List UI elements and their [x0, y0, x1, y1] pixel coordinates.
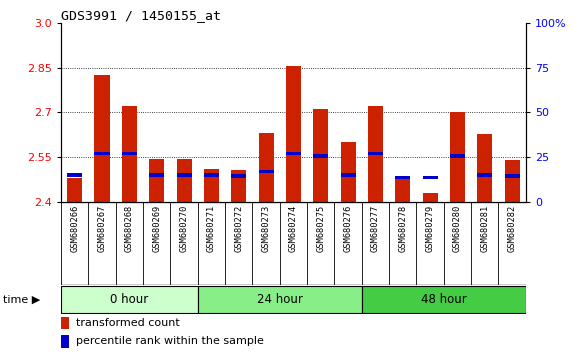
Bar: [368, 152, 383, 155]
Bar: [61, 286, 198, 313]
Bar: [362, 286, 526, 313]
Bar: [477, 134, 492, 202]
Bar: [95, 152, 110, 155]
Text: GSM680282: GSM680282: [508, 204, 517, 252]
Text: GSM680280: GSM680280: [453, 204, 462, 252]
Bar: [340, 173, 356, 177]
Bar: [259, 170, 274, 173]
Bar: [122, 152, 137, 155]
Text: GSM680281: GSM680281: [480, 204, 489, 252]
Text: GSM680278: GSM680278: [398, 204, 407, 252]
Bar: [61, 335, 69, 348]
Bar: [204, 169, 219, 202]
Text: GSM680271: GSM680271: [207, 204, 216, 252]
Text: GSM680273: GSM680273: [261, 204, 271, 252]
Text: GSM680275: GSM680275: [316, 204, 325, 252]
Bar: [149, 159, 164, 202]
Bar: [340, 142, 356, 202]
Text: GSM680276: GSM680276: [343, 204, 353, 252]
Text: transformed count: transformed count: [76, 318, 180, 328]
Text: GSM680279: GSM680279: [426, 204, 435, 252]
Text: time ▶: time ▶: [3, 295, 40, 304]
Text: GSM680274: GSM680274: [289, 204, 298, 252]
Text: 0 hour: 0 hour: [110, 293, 149, 306]
Bar: [450, 154, 465, 158]
Bar: [450, 112, 465, 202]
Bar: [204, 173, 219, 177]
Bar: [395, 179, 410, 202]
Bar: [198, 286, 362, 313]
Text: GDS3991 / 1450155_at: GDS3991 / 1450155_at: [61, 9, 221, 22]
Bar: [67, 173, 82, 177]
Text: GSM680277: GSM680277: [371, 204, 380, 252]
Text: 48 hour: 48 hour: [421, 293, 467, 306]
Bar: [395, 176, 410, 179]
Text: GSM680267: GSM680267: [98, 204, 106, 252]
Bar: [286, 152, 301, 155]
Bar: [313, 154, 328, 158]
Bar: [368, 107, 383, 202]
Bar: [67, 178, 82, 202]
Bar: [61, 316, 69, 329]
Bar: [177, 173, 192, 177]
Bar: [422, 193, 437, 202]
Bar: [177, 159, 192, 202]
Bar: [231, 174, 246, 178]
Bar: [231, 170, 246, 202]
Bar: [259, 133, 274, 202]
Bar: [422, 176, 437, 179]
Text: 24 hour: 24 hour: [257, 293, 303, 306]
Bar: [95, 75, 110, 202]
Text: GSM680266: GSM680266: [70, 204, 79, 252]
Text: percentile rank within the sample: percentile rank within the sample: [76, 336, 264, 346]
Text: GSM680269: GSM680269: [152, 204, 161, 252]
Bar: [505, 174, 519, 178]
Text: GSM680272: GSM680272: [234, 204, 243, 252]
Text: GSM680268: GSM680268: [125, 204, 134, 252]
Bar: [505, 160, 519, 202]
Bar: [477, 173, 492, 177]
Bar: [122, 107, 137, 202]
Bar: [149, 173, 164, 177]
Bar: [286, 66, 301, 202]
Text: GSM680270: GSM680270: [180, 204, 189, 252]
Bar: [313, 109, 328, 202]
